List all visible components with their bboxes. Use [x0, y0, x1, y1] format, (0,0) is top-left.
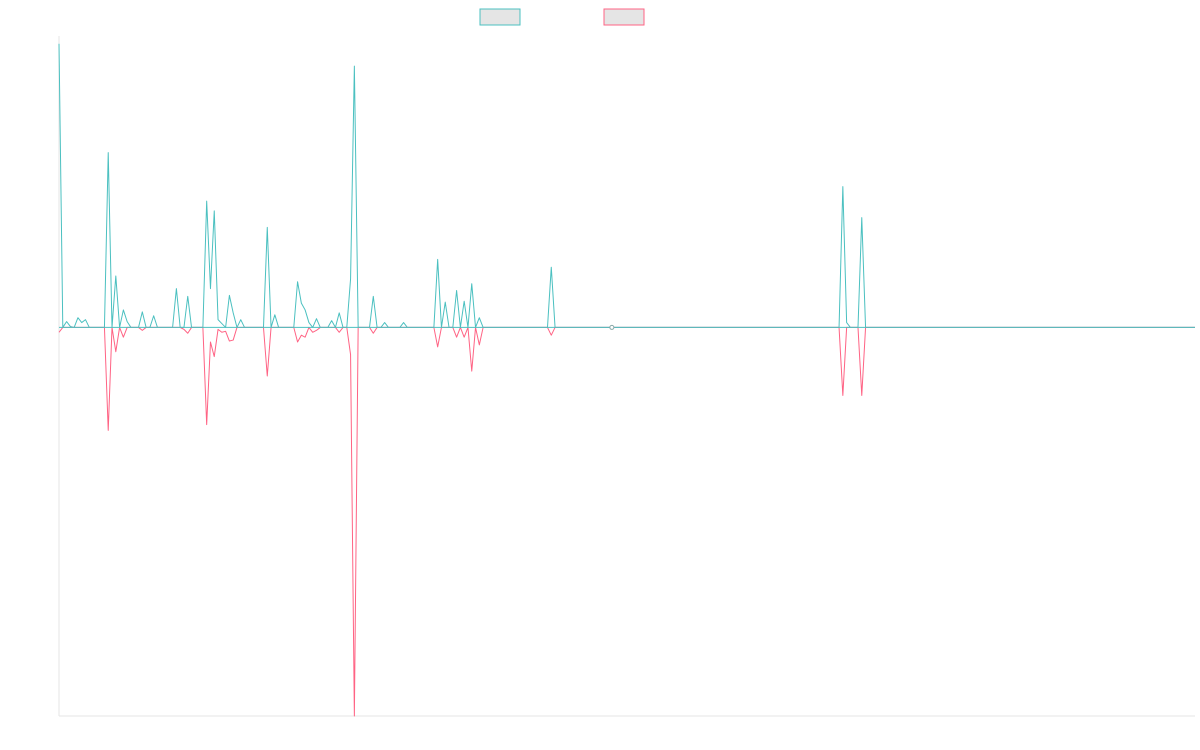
axes	[58, 36, 1195, 717]
baseline-point-marker	[609, 324, 615, 330]
series-line-0	[58, 43, 1195, 328]
legend-swatch-0[interactable]	[479, 8, 521, 26]
legend-item-0[interactable]	[479, 8, 521, 26]
legend[interactable]	[479, 8, 645, 26]
series-layer	[58, 43, 1195, 717]
legend-item-1[interactable]	[603, 8, 645, 26]
legend-swatch-1[interactable]	[603, 8, 645, 26]
series-line-1	[58, 326, 1195, 717]
